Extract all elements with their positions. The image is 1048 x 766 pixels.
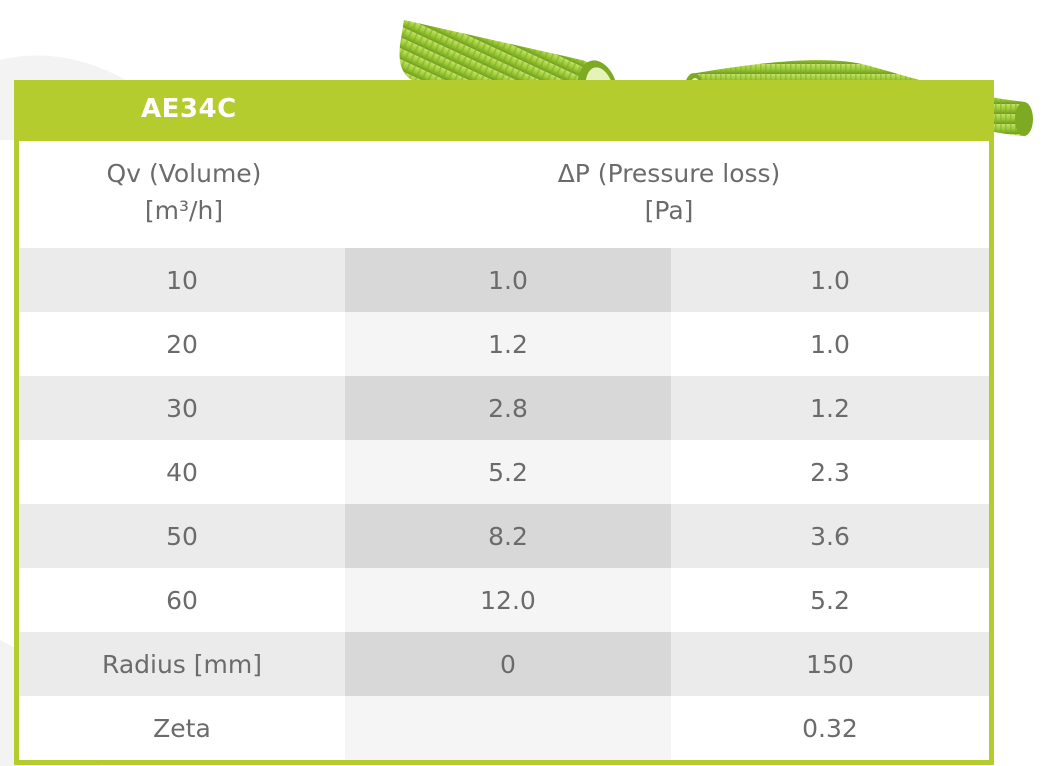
table-title-bar: AE34C [19,80,989,141]
pressure-loss-header-unit: [Pa] [644,196,694,225]
table-row: 30 2.8 1.2 [19,376,989,440]
table-cell: 50 [19,504,345,568]
table-row: 50 8.2 3.6 [19,504,989,568]
table-cell: 3.6 [671,504,989,568]
pressure-loss-header-label: ΔP (Pressure loss) [557,159,781,188]
pressure-loss-table: AE34C Qv (Volume) [m³/h] ΔP (Pressure lo… [14,80,994,765]
volume-header-label: Qv (Volume) [106,159,262,188]
table-cell: 60 [166,585,198,615]
table-cell [345,696,671,760]
table-cell: Radius [mm] [19,632,345,696]
table-row: 20 1.2 1.0 [19,312,989,376]
table-cell: 5.2 [345,440,671,504]
table-cell: 0.32 [802,713,858,743]
table-cell: 1.0 [810,329,850,359]
table-cell: 150 [671,632,989,696]
table-cell: 1.2 [345,312,671,376]
table-cell: Zeta [153,713,211,743]
table-cell: 0 [345,632,671,696]
table-header-row: Qv (Volume) [m³/h] ΔP (Pressure loss) [P… [19,141,989,248]
table-cell: 5.2 [810,585,850,615]
table-title: AE34C [141,94,237,124]
table-cell: 10 [19,248,345,312]
volume-header-unit: [m³/h] [144,196,224,225]
table-cell: 1.2 [671,376,989,440]
table-cell: 8.2 [345,504,671,568]
table-cell: 2.8 [345,376,671,440]
table-row: 60 12.0 5.2 [19,568,989,632]
table-body: 10 1.0 1.0 20 1.2 1.0 30 2.8 1.2 40 5.2 … [19,248,989,760]
table-row: 40 5.2 2.3 [19,440,989,504]
table-row: 10 1.0 1.0 [19,248,989,312]
table-cell: 2.3 [810,457,850,487]
pressure-loss-column-header: ΔP (Pressure loss) [Pa] [469,155,869,229]
table-cell: 20 [166,329,198,359]
table-row: Radius [mm] 0 150 [19,632,989,696]
table-cell: 12.0 [345,568,671,632]
table-cell: 1.0 [671,248,989,312]
table-cell: 40 [166,457,198,487]
table-cell: 30 [19,376,345,440]
table-row: Zeta 0.32 [19,696,989,760]
volume-column-header: Qv (Volume) [m³/h] [79,155,289,229]
table-cell: 1.0 [345,248,671,312]
